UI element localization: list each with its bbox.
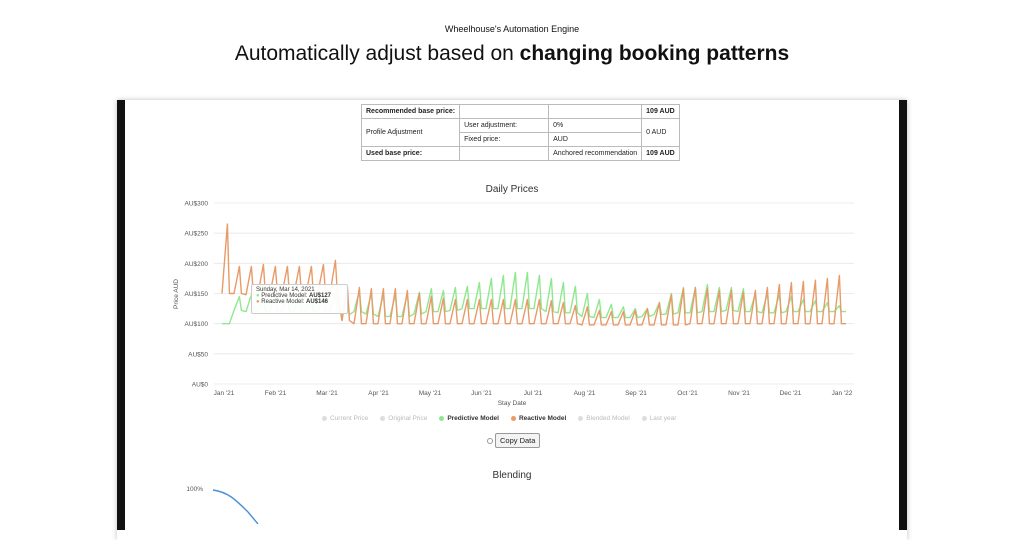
chart-title: Daily Prices: [485, 184, 539, 195]
y-tick-label: AU$150: [185, 291, 209, 298]
legend-marker-icon: [380, 416, 386, 421]
chart-legend: Current Price Original Price Predictive Mo…: [322, 415, 676, 422]
blending-y-label: 100%: [186, 486, 203, 493]
legend-label: Current Price: [330, 415, 369, 422]
x-tick-label: Jan '21: [214, 390, 235, 397]
copy-data-control: Copy Data: [487, 433, 541, 448]
x-tick-label: Oct '21: [677, 390, 698, 397]
legend-item[interactable]: Predictive Model: [439, 415, 499, 422]
legend-marker-icon: [578, 416, 584, 421]
eyebrow-caption: Wheelhouse's Automation Engine: [444, 24, 580, 34]
x-tick-label: Mar '21: [316, 390, 338, 397]
y-axis-label: Price AUD: [173, 279, 180, 309]
copy-data-button[interactable]: Copy Data: [495, 433, 541, 448]
table-row: Used base price: Anchored recommendation…: [360, 146, 680, 161]
table-row: Recommended base price: 109 AUD: [360, 104, 680, 119]
x-tick-label: Jun '21: [471, 390, 492, 397]
blending-title: Blending: [492, 470, 532, 481]
legend-item[interactable]: Last year: [641, 415, 677, 422]
radio-icon[interactable]: [487, 437, 493, 444]
x-tick-label: Dec '21: [780, 390, 802, 397]
headline-text: Automatically adjust based on: [234, 42, 520, 65]
legend-label: Predictive Model: [447, 415, 499, 422]
y-tick-label: AU$50: [188, 351, 208, 358]
x-tick-label: Aug '21: [574, 390, 596, 397]
x-tick-label: May '21: [419, 390, 442, 397]
tooltip-reactive: ● Reactive Model: AU$146: [256, 299, 329, 305]
legend-marker-icon: [510, 416, 516, 421]
screenshot-frame: [117, 100, 907, 540]
x-tick-label: Jul '21: [524, 390, 543, 397]
x-tick-label: Nov '21: [728, 390, 750, 397]
legend-marker-icon: [439, 416, 445, 421]
y-tick-label: AU$100: [185, 321, 209, 328]
legend-label: Reactive Model: [518, 415, 567, 422]
legend-item[interactable]: Blended Model: [578, 415, 630, 422]
used-label: Used base price:: [360, 146, 461, 161]
chart-tooltip: Sunday, Mar 14, 2021 ● Predictive Model:…: [251, 284, 348, 314]
x-tick-label: Feb '21: [265, 390, 287, 397]
table-row: Fixed price: AUD: [362, 132, 680, 147]
y-tick-label: AU$200: [185, 261, 209, 268]
y-tick-label: AU$0: [192, 382, 209, 389]
used-value: 109 AUD: [641, 146, 680, 161]
legend-marker-icon: [322, 416, 327, 421]
legend-item[interactable]: Reactive Model: [510, 415, 567, 422]
y-tick-label: AU$250: [185, 231, 209, 238]
frame-edge-right: [899, 100, 907, 530]
profile-label: Profile Adjustment: [360, 118, 461, 147]
legend-label: Original Price: [388, 415, 428, 422]
x-tick-label: Apr '21: [368, 390, 389, 397]
tooltip-date: Sunday, Mar 14, 2021: [256, 287, 315, 293]
headline-bold: changing booking patterns: [519, 42, 790, 65]
daily-prices-chart: AU$0AU$50AU$100AU$150AU$200AU$250AU$300 …: [173, 201, 854, 524]
frame-edge-left: [117, 100, 125, 530]
legend-label: Blended Model: [586, 415, 630, 422]
legend-label: Last year: [649, 415, 677, 422]
y-tick-label: AU$300: [185, 201, 209, 208]
x-tick-label: Jan '22: [832, 390, 853, 397]
legend-item[interactable]: Original Price: [380, 415, 427, 422]
base-price-table: Recommended base price: 109 AUD Profile …: [360, 104, 680, 161]
page-headline: Automatically adjust based on changing b…: [0, 42, 1024, 66]
legend-item[interactable]: Current Price: [322, 415, 368, 422]
x-tick-label: Sep '21: [625, 390, 647, 397]
blending-line: [212, 489, 259, 524]
used-note: Anchored recommendation: [548, 146, 643, 161]
tooltip-predictive: ● Predictive Model: AU$127: [256, 293, 332, 299]
x-axis-label: Stay Date: [498, 400, 527, 407]
profile-total: 0 AUD: [641, 118, 680, 147]
legend-marker-icon: [641, 416, 647, 421]
